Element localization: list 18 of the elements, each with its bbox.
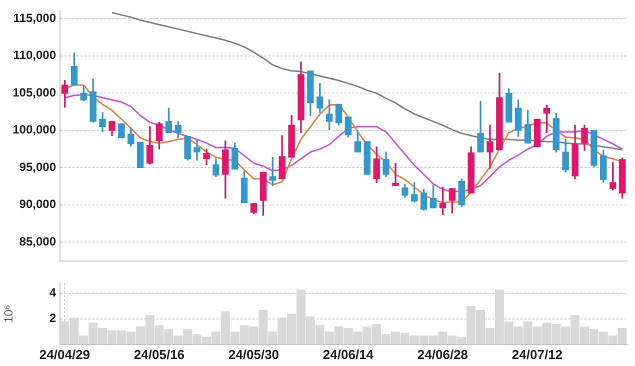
x-tick-label: 24/04/29 xyxy=(39,346,90,362)
x-tick-label: 24/05/30 xyxy=(228,346,280,362)
y-tick-label: 100,000 xyxy=(12,122,56,137)
candlestick xyxy=(534,118,541,148)
y-tick-label: 4 xyxy=(49,286,56,300)
x-tick-label: 24/06/14 xyxy=(322,346,374,362)
y-tick-label: 2 xyxy=(49,311,56,326)
y-tick-label: 105,000 xyxy=(12,85,56,100)
y-tick-label: 85,000 xyxy=(19,234,56,248)
x-tick-label: 24/05/16 xyxy=(134,346,185,362)
y-axis-title: 10⁶ xyxy=(2,304,16,323)
y-tick-label: 110,000 xyxy=(13,48,56,62)
x-tick-label: 24/07/12 xyxy=(512,346,563,362)
candlestick xyxy=(118,123,125,138)
y-tick-label: 95,000 xyxy=(19,160,56,174)
x-tick-label: 24/06/28 xyxy=(417,346,468,362)
y-tick-label: 90,000 xyxy=(19,197,56,212)
y-tick-label: 115,000 xyxy=(13,10,56,25)
